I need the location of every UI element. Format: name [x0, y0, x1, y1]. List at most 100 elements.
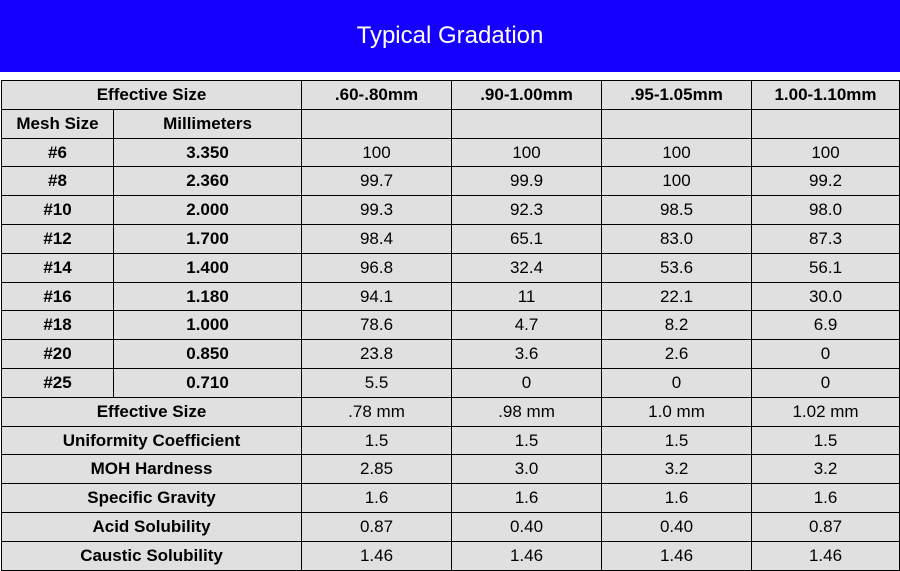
millimeters-cell: 1.180	[114, 282, 302, 311]
millimeters-cell: 3.350	[114, 138, 302, 167]
mesh-row: #181.00078.64.78.26.9	[2, 311, 900, 340]
summary-value-cell: 3.2	[602, 455, 752, 484]
mesh-row: #82.36099.799.910099.2	[2, 167, 900, 196]
subheader-mesh-size: Mesh Size	[2, 109, 114, 138]
header-col-3: 1.00-1.10mm	[752, 81, 900, 110]
value-cell: 3.6	[452, 340, 602, 369]
summary-row: Specific Gravity1.61.61.61.6	[2, 484, 900, 513]
value-cell: 23.8	[302, 340, 452, 369]
millimeters-cell: 1.000	[114, 311, 302, 340]
value-cell: 0	[752, 368, 900, 397]
millimeters-cell: 2.000	[114, 196, 302, 225]
summary-value-cell: 0.87	[302, 512, 452, 541]
value-cell: 65.1	[452, 224, 602, 253]
value-cell: 4.7	[452, 311, 602, 340]
summary-value-cell: 1.6	[602, 484, 752, 513]
summary-value-cell: 1.6	[752, 484, 900, 513]
gradation-table: Effective Size.60-.80mm.90-1.00mm.95-1.0…	[1, 80, 900, 571]
value-cell: 98.4	[302, 224, 452, 253]
value-cell: 99.9	[452, 167, 602, 196]
mesh-size-cell: #10	[2, 196, 114, 225]
value-cell: 0	[752, 340, 900, 369]
summary-value-cell: .98 mm	[452, 397, 602, 426]
value-cell: 96.8	[302, 253, 452, 282]
summary-value-cell: 1.46	[302, 541, 452, 570]
mesh-size-cell: #8	[2, 167, 114, 196]
value-cell: 98.0	[752, 196, 900, 225]
mesh-size-cell: #25	[2, 368, 114, 397]
summary-value-cell: 1.5	[752, 426, 900, 455]
summary-label: Effective Size	[2, 397, 302, 426]
mesh-size-cell: #20	[2, 340, 114, 369]
subheader-empty	[302, 109, 452, 138]
mesh-row: #250.7105.5000	[2, 368, 900, 397]
value-cell: 6.9	[752, 311, 900, 340]
summary-label: Specific Gravity	[2, 484, 302, 513]
value-cell: 99.3	[302, 196, 452, 225]
header-col-2: .95-1.05mm	[602, 81, 752, 110]
summary-value-cell: 1.0 mm	[602, 397, 752, 426]
summary-value-cell: 3.2	[752, 455, 900, 484]
summary-value-cell: 1.46	[602, 541, 752, 570]
value-cell: 5.5	[302, 368, 452, 397]
summary-label: Uniformity Coefficient	[2, 426, 302, 455]
value-cell: 8.2	[602, 311, 752, 340]
summary-label: Caustic Solubility	[2, 541, 302, 570]
value-cell: 87.3	[752, 224, 900, 253]
summary-value-cell: 1.46	[452, 541, 602, 570]
summary-row: Effective Size.78 mm.98 mm1.0 mm1.02 mm	[2, 397, 900, 426]
value-cell: 22.1	[602, 282, 752, 311]
summary-label: MOH Hardness	[2, 455, 302, 484]
subheader-empty	[752, 109, 900, 138]
summary-row: Acid Solubility0.870.400.400.87	[2, 512, 900, 541]
mesh-size-cell: #14	[2, 253, 114, 282]
mesh-size-cell: #16	[2, 282, 114, 311]
header-col-0: .60-.80mm	[302, 81, 452, 110]
header-effective-size: Effective Size	[2, 81, 302, 110]
value-cell: 100	[302, 138, 452, 167]
mesh-row: #161.18094.11122.130.0	[2, 282, 900, 311]
value-cell: 100	[602, 138, 752, 167]
summary-value-cell: 3.0	[452, 455, 602, 484]
value-cell: 94.1	[302, 282, 452, 311]
value-cell: 100	[602, 167, 752, 196]
value-cell: 83.0	[602, 224, 752, 253]
value-cell: 2.6	[602, 340, 752, 369]
mesh-row: #200.85023.83.62.60	[2, 340, 900, 369]
summary-label: Acid Solubility	[2, 512, 302, 541]
summary-value-cell: 1.5	[452, 426, 602, 455]
millimeters-cell: 1.400	[114, 253, 302, 282]
value-cell: 98.5	[602, 196, 752, 225]
value-cell: 53.6	[602, 253, 752, 282]
mesh-size-cell: #6	[2, 138, 114, 167]
mesh-row: #63.350100100100100	[2, 138, 900, 167]
summary-value-cell: 1.6	[452, 484, 602, 513]
value-cell: 0	[452, 368, 602, 397]
summary-value-cell: .78 mm	[302, 397, 452, 426]
value-cell: 56.1	[752, 253, 900, 282]
mesh-size-cell: #18	[2, 311, 114, 340]
value-cell: 30.0	[752, 282, 900, 311]
millimeters-cell: 2.360	[114, 167, 302, 196]
mesh-size-cell: #12	[2, 224, 114, 253]
summary-value-cell: 0.40	[602, 512, 752, 541]
value-cell: 100	[452, 138, 602, 167]
summary-value-cell: 1.46	[752, 541, 900, 570]
summary-value-cell: 2.85	[302, 455, 452, 484]
mesh-row: #102.00099.392.398.598.0	[2, 196, 900, 225]
value-cell: 0	[602, 368, 752, 397]
subheader-empty	[452, 109, 602, 138]
title-text: Typical Gradation	[357, 22, 544, 50]
value-cell: 92.3	[452, 196, 602, 225]
millimeters-cell: 0.850	[114, 340, 302, 369]
summary-value-cell: 1.6	[302, 484, 452, 513]
millimeters-cell: 0.710	[114, 368, 302, 397]
summary-value-cell: 1.5	[602, 426, 752, 455]
title-bar: Typical Gradation	[0, 0, 900, 72]
value-cell: 100	[752, 138, 900, 167]
value-cell: 11	[452, 282, 602, 311]
mesh-row: #121.70098.465.183.087.3	[2, 224, 900, 253]
summary-value-cell: 1.5	[302, 426, 452, 455]
mesh-row: #141.40096.832.453.656.1	[2, 253, 900, 282]
summary-row: Caustic Solubility1.461.461.461.46	[2, 541, 900, 570]
